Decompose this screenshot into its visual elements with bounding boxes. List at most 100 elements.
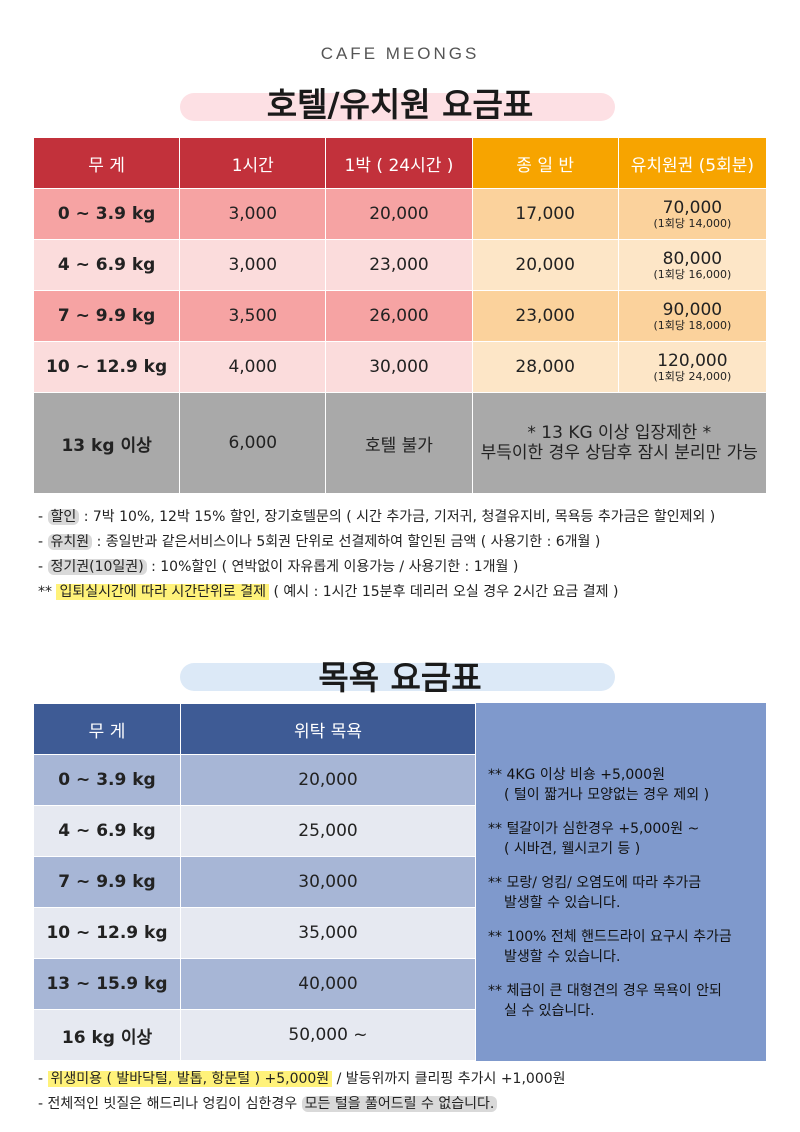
hour-price: 3,000 <box>179 188 327 240</box>
pass-price: 70,000 (1회당 14,000) <box>617 188 768 240</box>
table-row: 7 ~ 9.9 kg 30,000 <box>33 856 476 908</box>
note-prefix: - <box>38 1071 48 1087</box>
pass-total: 70,000 <box>662 197 723 218</box>
bath-price: 20,000 <box>180 754 476 806</box>
header-night: 1박 ( 24시간 ) <box>325 137 473 189</box>
bath-price: 40,000 <box>180 958 476 1010</box>
grooming-header-row: 무 게 위탁 목욕 <box>33 703 476 755</box>
table-row: 0 ~ 3.9 kg 20,000 <box>33 754 476 806</box>
note-prefix: - <box>38 534 48 550</box>
note-label: 위생미용 ( 발바닥털, 발톱, 항문털 ) +5,000원 <box>47 1071 333 1087</box>
note-text: / 발등위까지 클리핑 추가시 +1,000원 <box>332 1071 566 1087</box>
pass-price: 80,000 (1회당 16,000) <box>617 239 768 291</box>
weight-cell: 4 ~ 6.9 kg <box>33 805 181 857</box>
note-prefix: - <box>38 509 48 525</box>
oversize-note-line1: * 13 KG 이상 입장제한 * <box>527 423 712 443</box>
night-price: 26,000 <box>325 290 473 342</box>
table-row: 16 kg 이상 50,000 ~ <box>33 1009 476 1061</box>
note-label: 모든 털을 풀어드릴 수 없습니다. <box>301 1096 498 1112</box>
hotel-price-table: 무 게 1시간 1박 ( 24시간 ) 종 일 반 유치원권 (5회분) 0 ~… <box>32 137 768 494</box>
weight-cell: 7 ~ 9.9 kg <box>32 290 181 342</box>
note-season-pass: - 정기권(10일권) : 10%할인 ( 연박없이 자유롭게 이용가능 / 사… <box>38 555 778 580</box>
pass-per-visit: (1회당 16,000) <box>653 267 732 281</box>
weight-cell: 13 kg 이상 <box>32 392 181 494</box>
note-text: ( 예시 : 1시간 15분후 데리러 오실 경우 2시간 요금 결제 ) <box>269 584 619 600</box>
note-hourly-billing: ** 입퇴실시간에 따라 시간단위로 결제 ( 예시 : 1시간 15분후 데리… <box>38 580 778 605</box>
brand-name: CAFE MEONGS <box>320 44 480 63</box>
table-row: 13 ~ 15.9 kg 40,000 <box>33 958 476 1010</box>
hotel-title-highlight <box>180 93 615 121</box>
hour-price: 3,500 <box>179 290 327 342</box>
pass-per-visit: (1회당 18,000) <box>653 318 732 332</box>
oversize-note: * 13 KG 이상 입장제한 * 부득이한 경우 상담후 잠시 분리만 가능 <box>471 392 768 494</box>
oversize-note-line2: 부득이한 경우 상담후 잠시 분리만 가능 <box>480 443 758 463</box>
note-text: 전체적인 빗질은 해드리나 엉킴이 심한경우 <box>47 1096 302 1112</box>
note-text: : 종일반과 같은서비스이나 5회권 단위로 선결제하여 할인된 금액 ( 사용… <box>92 534 601 550</box>
note-hygiene-trim: - 위생미용 ( 발바닥털, 발톱, 항문털 ) +5,000원 / 발등위까지… <box>38 1067 778 1092</box>
extra-charge-item: ** 체급이 큰 대형견의 경우 목욕이 안되 실 수 있습니다. <box>488 981 763 1021</box>
weight-cell: 0 ~ 3.9 kg <box>33 754 181 806</box>
note-brushing: - 전체적인 빗질은 해드리나 엉킴이 심한경우 모든 털을 풀어드릴 수 없습… <box>38 1092 778 1117</box>
table-row-oversize: 13 kg 이상 6,000 호텔 불가 * 13 KG 이상 입장제한 * 부… <box>32 392 768 494</box>
note-text: : 7박 10%, 12박 15% 할인, 장기호텔문의 ( 시간 추가금, 기… <box>79 509 716 525</box>
note-discount: - 할인 : 7박 10%, 12박 15% 할인, 장기호텔문의 ( 시간 추… <box>38 505 778 530</box>
note-label: 입퇴실시간에 따라 시간단위로 결제 <box>56 584 270 600</box>
table-row: 4 ~ 6.9 kg 25,000 <box>33 805 476 857</box>
hour-price: 6,000 <box>179 392 327 494</box>
extra-charge-line1: ** 4KG 이상 비숑 +5,000원 <box>488 767 665 783</box>
grooming-extra-charges-panel: ** 4KG 이상 비숑 +5,000원 ( 털이 짧거나 모양없는 경우 제외 … <box>476 703 766 1061</box>
bath-price: 25,000 <box>180 805 476 857</box>
bath-price: 35,000 <box>180 907 476 959</box>
pass-per-visit: (1회당 14,000) <box>653 216 732 230</box>
grooming-price-table: 무 게 위탁 목욕 0 ~ 3.9 kg 20,000 4 ~ 6.9 kg 2… <box>33 703 476 1061</box>
table-row: 10 ~ 12.9 kg 35,000 <box>33 907 476 959</box>
daycare-price: 28,000 <box>471 341 619 393</box>
weight-cell: 10 ~ 12.9 kg <box>32 341 181 393</box>
extra-charge-line1: ** 100% 전체 핸드드라이 요구시 추가금 <box>488 929 732 945</box>
weight-cell: 7 ~ 9.9 kg <box>33 856 181 908</box>
extra-charge-line2: 발생할 수 있습니다. <box>504 949 621 965</box>
note-label: 정기권(10일권) <box>47 559 147 575</box>
note-label: 할인 <box>47 509 80 525</box>
note-label: 유치원 <box>47 534 93 550</box>
daycare-price: 20,000 <box>471 239 619 291</box>
header-bath: 위탁 목욕 <box>180 703 476 755</box>
extra-charge-line1: ** 모랑/ 엉킴/ 오염도에 따라 추가금 <box>488 875 702 891</box>
daycare-price: 23,000 <box>471 290 619 342</box>
extra-charge-line2: ( 시바견, 웰시코기 등 ) <box>504 841 641 857</box>
pass-total: 120,000 <box>657 350 728 371</box>
extra-charge-line2: 발생할 수 있습니다. <box>504 895 621 911</box>
grooming-title: 목욕 요금표 <box>318 658 482 697</box>
note-prefix: ** <box>38 584 57 600</box>
pass-total: 80,000 <box>662 248 723 269</box>
table-row: 10 ~ 12.9 kg 4,000 30,000 28,000 120,000… <box>32 341 768 393</box>
hour-price: 3,000 <box>179 239 327 291</box>
extra-charge-item: ** 4KG 이상 비숑 +5,000원 ( 털이 짧거나 모양없는 경우 제외 … <box>488 765 763 805</box>
night-price: 20,000 <box>325 188 473 240</box>
header-daycare: 종 일 반 <box>471 137 619 189</box>
table-row: 0 ~ 3.9 kg 3,000 20,000 17,000 70,000 (1회… <box>32 188 768 240</box>
pass-price: 120,000 (1회당 24,000) <box>617 341 768 393</box>
note-kindergarten: - 유치원 : 종일반과 같은서비스이나 5회권 단위로 선결제하여 할인된 금… <box>38 530 778 555</box>
table-row: 4 ~ 6.9 kg 3,000 23,000 20,000 80,000 (1회… <box>32 239 768 291</box>
weight-cell: 13 ~ 15.9 kg <box>33 958 181 1010</box>
extra-charge-item: ** 털갈이가 심한경우 +5,000원 ~ ( 시바견, 웰시코기 등 ) <box>488 819 763 859</box>
bath-price: 30,000 <box>180 856 476 908</box>
table-row: 7 ~ 9.9 kg 3,500 26,000 23,000 90,000 (1회… <box>32 290 768 342</box>
pass-per-visit: (1회당 24,000) <box>653 369 732 383</box>
weight-cell: 16 kg 이상 <box>33 1009 181 1061</box>
extra-charge-line2: ( 털이 짧거나 모양없는 경우 제외 ) <box>504 787 710 803</box>
grooming-title-highlight <box>180 663 615 691</box>
pass-price: 90,000 (1회당 18,000) <box>617 290 768 342</box>
daycare-price: 17,000 <box>471 188 619 240</box>
extra-charge-line2: 실 수 있습니다. <box>504 1003 595 1019</box>
night-price: 호텔 불가 <box>325 392 473 494</box>
weight-cell: 0 ~ 3.9 kg <box>32 188 181 240</box>
header-hour: 1시간 <box>179 137 327 189</box>
hour-price: 4,000 <box>179 341 327 393</box>
pass-total: 90,000 <box>662 299 723 320</box>
night-price: 23,000 <box>325 239 473 291</box>
extra-charge-line1: ** 털갈이가 심한경우 +5,000원 ~ <box>488 821 700 837</box>
